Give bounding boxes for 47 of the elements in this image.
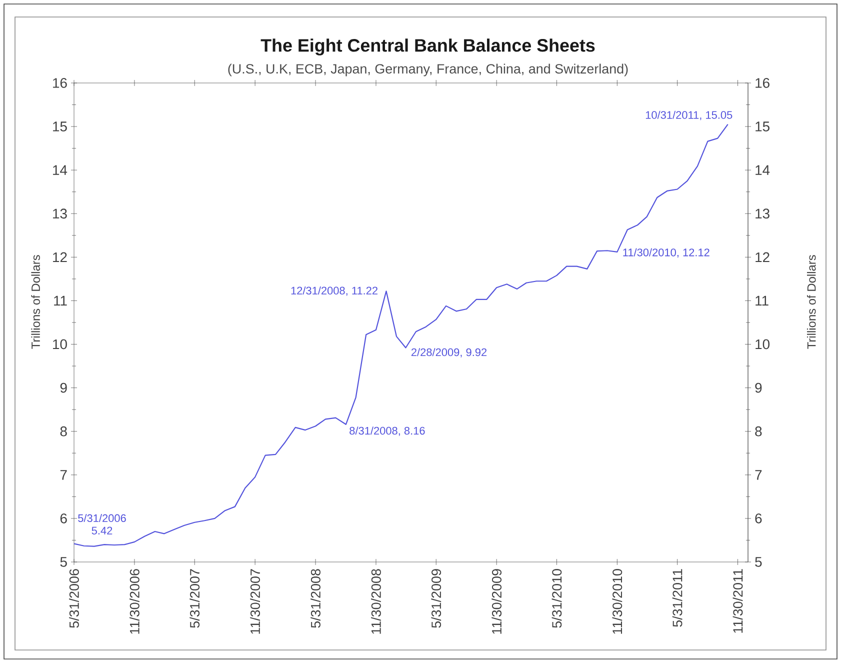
x-tick-label: 11/30/2008: [371, 569, 381, 634]
x-tick-label: 11/30/2006: [130, 569, 140, 634]
x-tick-label: 11/30/2009: [492, 569, 502, 634]
y-tick-label: 10: [53, 339, 67, 350]
y2-tick-label: 16: [756, 78, 770, 88]
annotation: 2/28/2009, 9.92: [411, 348, 487, 358]
x-tick-label: 11/30/2010: [612, 569, 622, 634]
y2-tick-label: 6: [755, 513, 762, 524]
y2-tick-label: 15: [756, 122, 770, 132]
y2-tick-label: 14: [756, 165, 770, 175]
chart-title: The Eight Central Bank Balance Sheets: [260, 38, 595, 56]
chart-subtitle: (U.S., U.K, ECB, Japan, Germany, France, China, and Switzerland): [228, 64, 628, 76]
y-tick-label: 6: [60, 513, 67, 524]
annotation: 8/31/2008, 8.16: [350, 426, 425, 436]
y2-tick-label: 9: [755, 382, 762, 393]
y-tick-label: 5: [60, 557, 67, 567]
y2-axis-title: Trillions of Dollars: [806, 255, 816, 349]
annotation: 10/31/2011, 15.05: [646, 110, 732, 120]
y-tick-label: 9: [60, 382, 67, 393]
y-axis-title: Trillions of Dollars: [31, 255, 40, 349]
x-tick-label: 11/30/2007: [250, 569, 260, 634]
x-tick-label: 5/31/2011: [672, 569, 682, 627]
y2-tick-label: 7: [755, 470, 762, 480]
x-tick-label: 5/31/2006: [69, 569, 79, 628]
y-tick-label: 15: [53, 122, 67, 132]
x-tick-label: 11/30/2011: [732, 569, 743, 633]
annotation: 5/31/2006 5.42: [78, 514, 126, 534]
y-tick-label: 16: [53, 78, 67, 88]
y2-tick-label: 5: [755, 557, 762, 567]
y-tick-label: 11: [54, 296, 67, 306]
annotation: 12/31/2008, 11.22: [291, 286, 378, 296]
annotation: 11/30/2010, 12.12: [623, 248, 710, 258]
x-tick-label: 5/31/2008: [310, 569, 320, 628]
y-tick-label: 13: [53, 208, 67, 219]
y2-tick-label: 10: [756, 339, 770, 350]
y-tick-label: 12: [53, 252, 67, 262]
y2-tick-label: 13: [756, 208, 770, 219]
y-tick-label: 8: [60, 426, 67, 436]
y2-tick-label: 11: [756, 296, 768, 306]
y-tick-label: 7: [60, 470, 67, 480]
y-tick-label: 14: [53, 165, 68, 175]
y2-tick-label: 12: [756, 252, 770, 262]
x-tick-label: 5/31/2010: [552, 569, 562, 628]
x-tick-label: 5/31/2007: [190, 569, 200, 628]
x-tick-label: 5/31/2009: [431, 569, 442, 628]
line-series: [73, 124, 728, 547]
y2-tick-label: 8: [755, 426, 762, 436]
